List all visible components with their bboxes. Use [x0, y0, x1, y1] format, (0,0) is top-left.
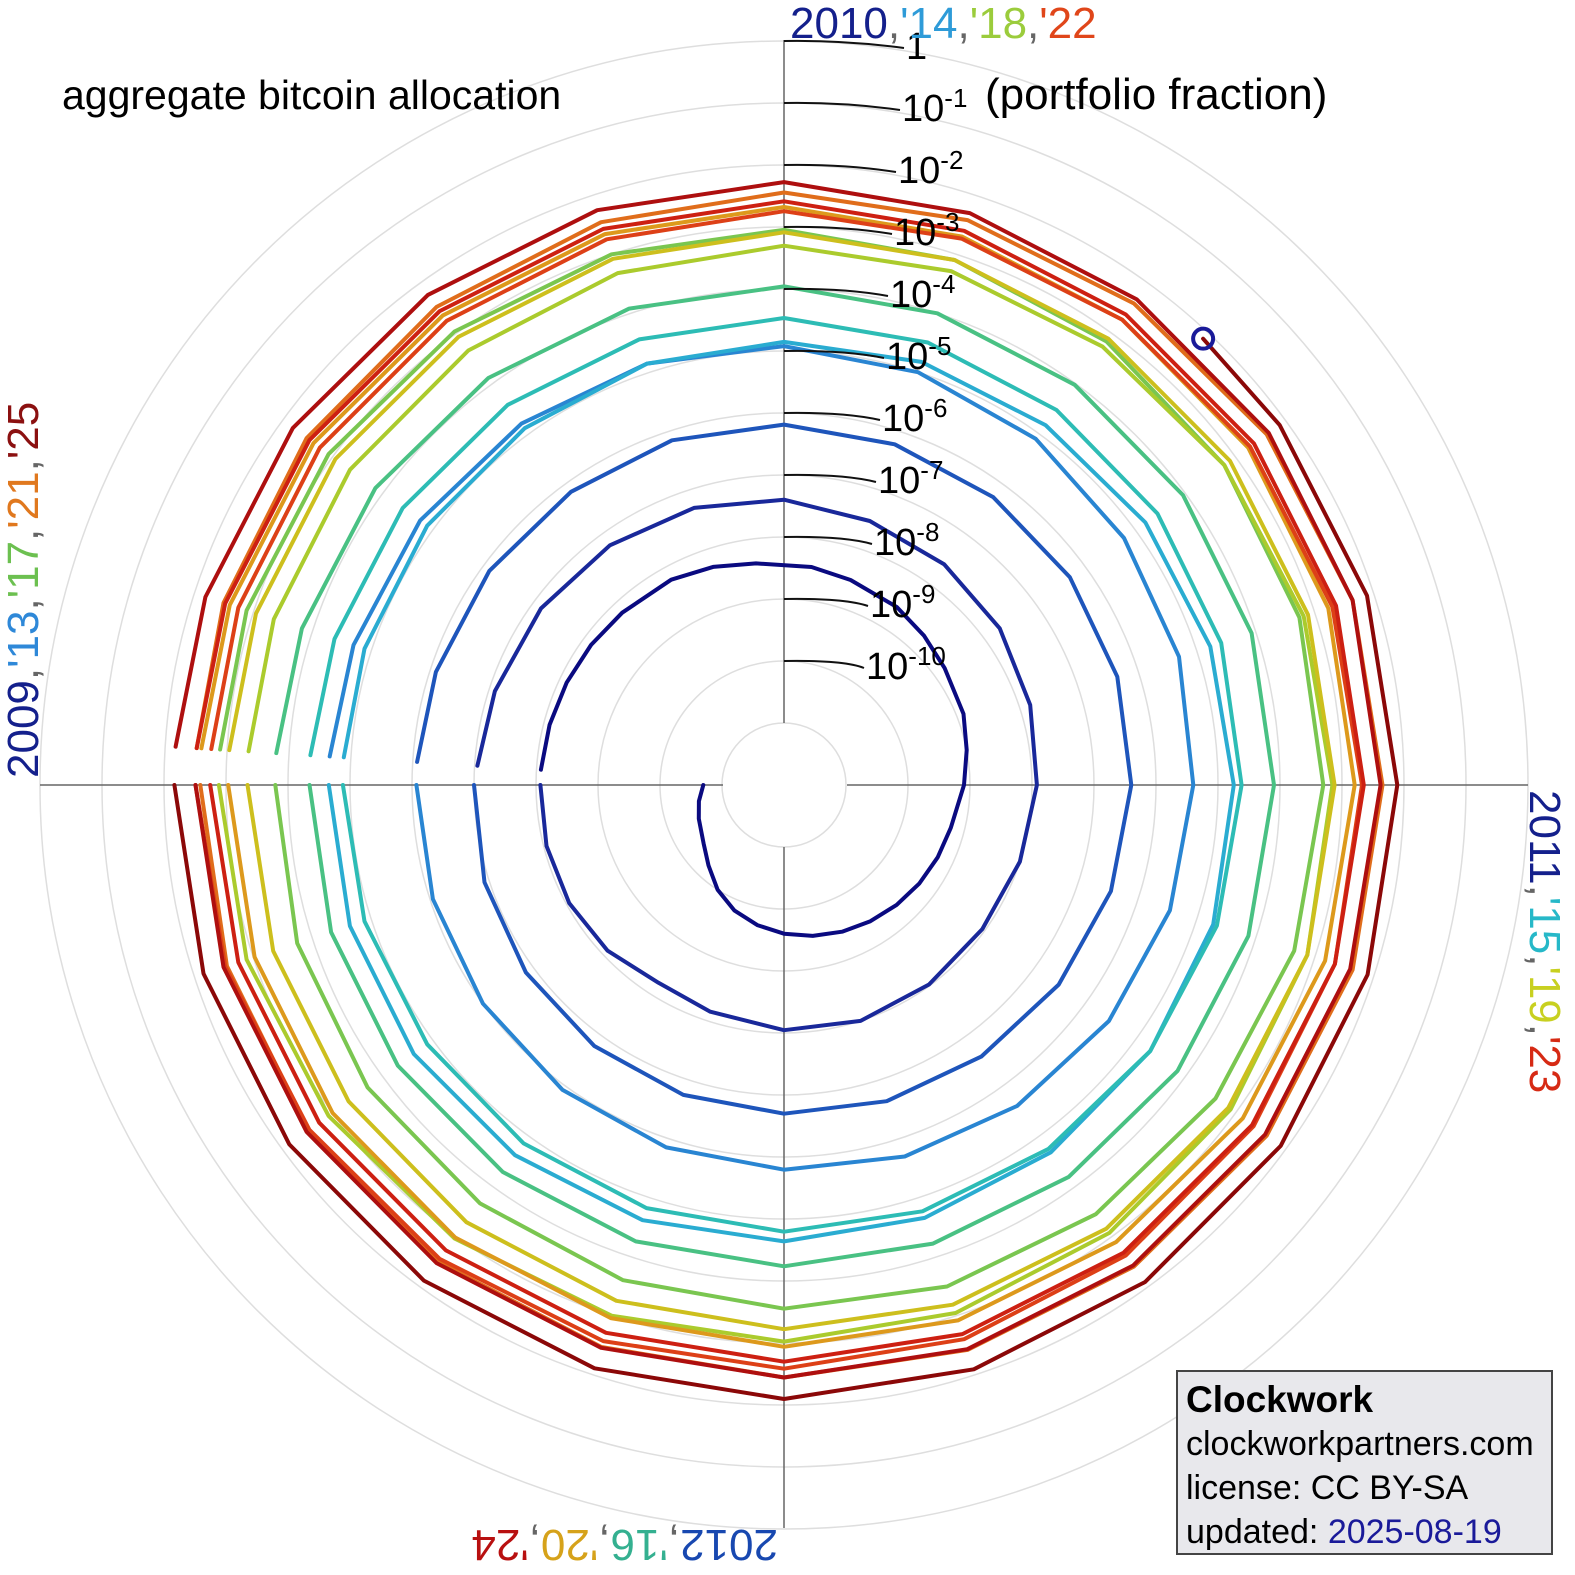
series-line-2025	[172, 336, 1400, 1401]
radial-tick-label: 10-2	[898, 145, 963, 192]
tick-leader	[783, 411, 881, 421]
series-line-2013	[327, 344, 1196, 1172]
tick-leader	[783, 349, 885, 359]
series-line-2016	[274, 284, 1276, 1269]
axes	[40, 40, 1528, 1528]
series-line-2015	[308, 316, 1244, 1234]
series-line-2024	[173, 180, 1383, 1380]
tick-leader	[783, 101, 901, 111]
unit-label: (portfolio fraction)	[985, 70, 1328, 119]
tick-leader	[783, 287, 889, 297]
tick-leader	[783, 163, 897, 173]
radial-tick-label: 10-6	[882, 393, 947, 440]
series-line-2012	[415, 422, 1134, 1116]
quadrant-label-bottom: 2012,'16,'20,'24	[471, 1520, 778, 1569]
tick-leader	[783, 535, 873, 545]
radial-tick-label: 10-7	[878, 455, 943, 502]
quadrant-label-left: 2009,'13,'17,'21,'25	[0, 402, 48, 778]
info-box: Clockwork clockworkpartners.com license:…	[1176, 1370, 1553, 1555]
series-line-2014	[326, 339, 1236, 1244]
grid-circle	[721, 722, 847, 848]
updated-label: updated:	[1186, 1513, 1319, 1551]
tick-leader	[783, 659, 865, 669]
tick-leader	[783, 39, 905, 49]
radial-tick-label: 10-4	[890, 269, 955, 316]
radial-tick-label: 10-5	[886, 331, 951, 378]
radial-tick-label: 1	[906, 26, 927, 68]
website-text: clockworkpartners.com	[1186, 1425, 1534, 1463]
series-line-2011	[475, 497, 1039, 1033]
updated-line: updated: 2025-08-19	[1186, 1510, 1543, 1554]
series-line-2023	[194, 199, 1366, 1364]
license-text: license: CC BY-SA	[1186, 1469, 1469, 1507]
radial-tick-labels: 110-110-210-310-410-510-610-710-810-910-…	[783, 26, 967, 688]
current-marker	[1191, 326, 1216, 351]
updated-date: 2025-08-19	[1327, 1513, 1502, 1551]
series-line-2017	[218, 227, 1326, 1311]
tick-leader	[783, 225, 893, 235]
quadrant-label-top: 2010,'14,'18,'22	[790, 0, 1097, 48]
radial-tick-label: 10-9	[870, 579, 935, 626]
brand-name: Clockwork	[1186, 1379, 1374, 1420]
tick-leader	[783, 473, 877, 483]
radial-tick-label: 10-1	[902, 83, 967, 130]
chart-title: aggregate bitcoin allocation	[62, 72, 562, 118]
series-line-2019	[227, 230, 1337, 1332]
series-group	[172, 180, 1400, 1401]
series-line-2020	[199, 205, 1357, 1349]
tick-leader	[783, 597, 869, 607]
radial-tick-label: 10-3	[894, 207, 959, 254]
quadrant-label-right: 2011,'15,'19,'23	[1520, 790, 1569, 1093]
radial-tick-label: 10-10	[866, 641, 946, 688]
series-line-2010	[538, 561, 969, 938]
